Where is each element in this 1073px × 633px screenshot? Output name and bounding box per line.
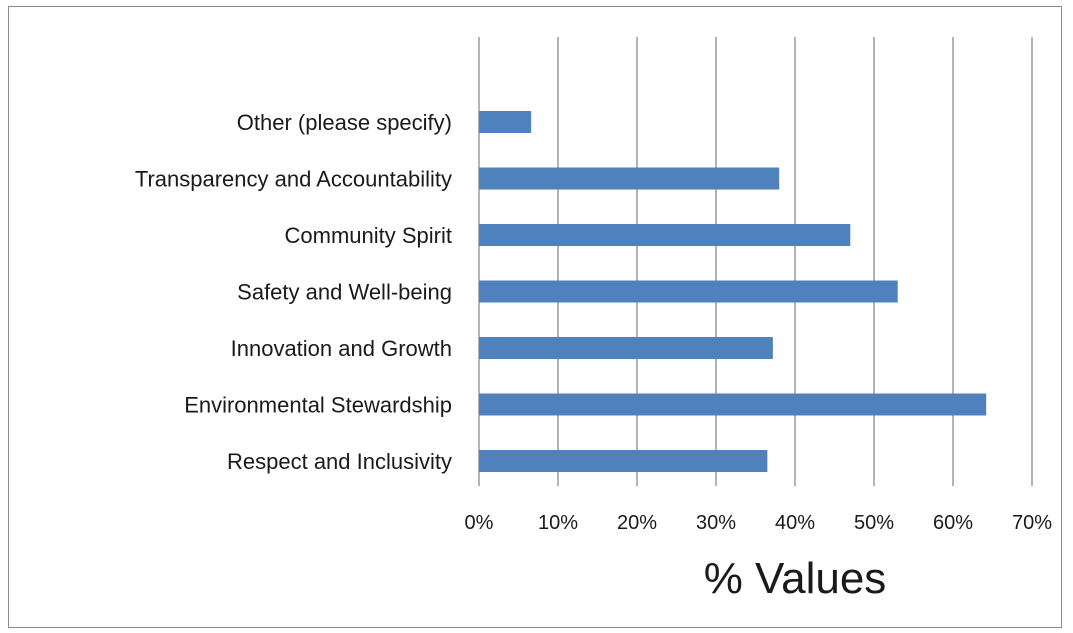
category-label-1: Transparency and Accountability [135, 167, 452, 192]
category-label-2: Community Spirit [285, 223, 452, 248]
tick-label-4: 40% [775, 512, 815, 534]
bar-2 [479, 224, 851, 246]
tick-label-5: 50% [854, 512, 894, 534]
x-axis-title: % Values [704, 554, 887, 603]
tick-label-1: 10% [538, 512, 578, 534]
bar-4 [479, 337, 773, 359]
category-label-5: Environmental Stewardship [184, 393, 452, 418]
tick-label-0: 0% [465, 512, 494, 534]
chart-frame [8, 6, 1062, 628]
category-label-0: Other (please specify) [237, 110, 452, 135]
bar-6 [479, 450, 768, 472]
tick-label-3: 30% [696, 512, 736, 534]
category-label-4: Innovation and Growth [231, 336, 452, 361]
category-label-3: Safety and Well-being [237, 280, 452, 305]
bar-0 [479, 111, 532, 133]
category-label-6: Respect and Inclusivity [227, 449, 452, 474]
bar-1 [479, 167, 780, 190]
tick-label-7: 70% [1012, 512, 1052, 534]
tick-label-6: 60% [933, 512, 973, 534]
bar-5 [479, 393, 987, 416]
tick-label-2: 20% [617, 512, 657, 534]
bar-3 [479, 280, 898, 303]
